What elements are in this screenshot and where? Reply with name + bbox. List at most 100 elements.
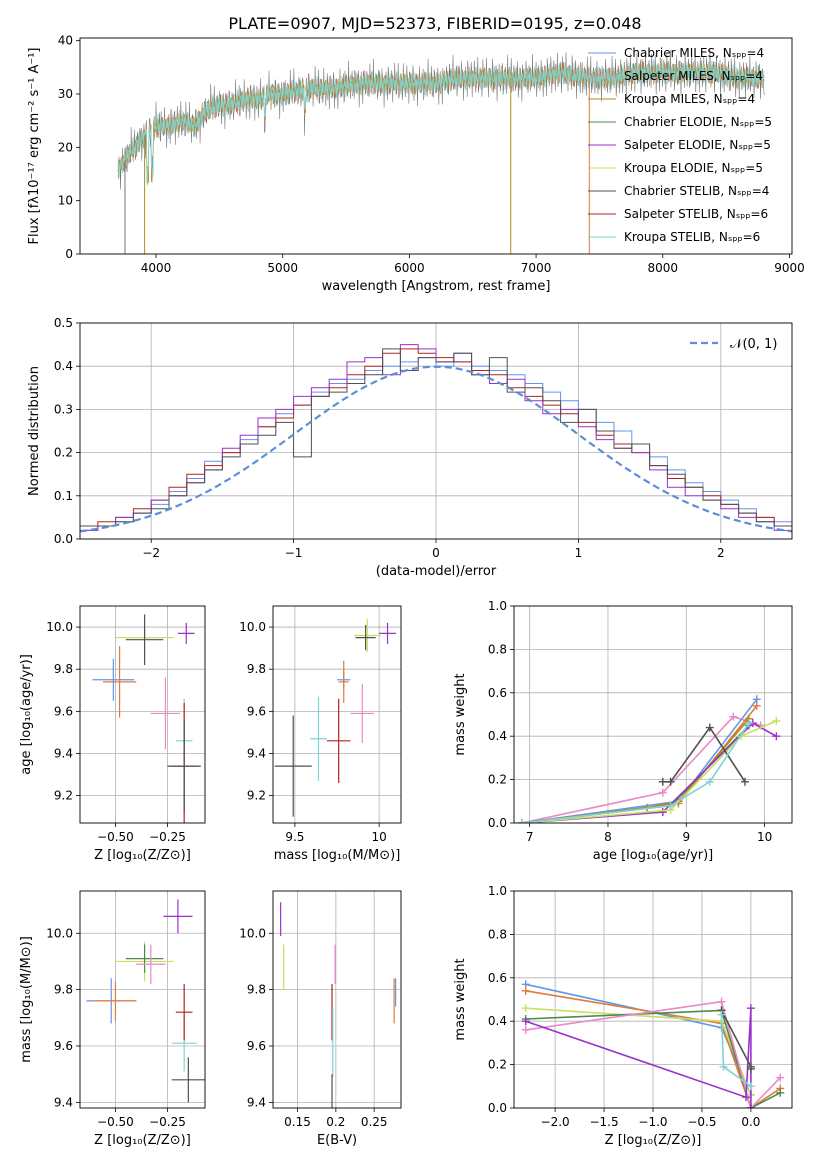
legend-label: Chabrier STELIB, Nₛₚₚ=4 <box>624 184 769 198</box>
y-tick-label: 0.0 <box>488 816 507 830</box>
normal-curve <box>80 365 792 533</box>
y-tick-label: 0.6 <box>488 971 507 985</box>
errorbar-point <box>274 715 312 817</box>
x-tick-label: 6000 <box>394 261 425 275</box>
chart-marks <box>517 695 781 823</box>
x-tick-label: 8000 <box>648 261 679 275</box>
x-tick-label: −1.5 <box>589 1115 618 1129</box>
axes-frame <box>513 605 793 824</box>
errorbar-point <box>177 622 195 644</box>
x-tick-label: 9000 <box>774 261 805 275</box>
weight-point-marker <box>719 1062 728 1071</box>
errorbar-point <box>167 719 201 813</box>
weight-point-marker <box>521 986 530 995</box>
errorbar-point <box>338 660 349 703</box>
axes-frame <box>79 890 206 1109</box>
errorbar-point <box>326 698 351 783</box>
weight-point-marker <box>746 1064 755 1073</box>
y-tick-label: 0.1 <box>54 489 73 503</box>
weight-point-marker <box>752 701 761 710</box>
y-tick-label: 0.6 <box>488 686 507 700</box>
chart-marks <box>280 902 397 1108</box>
weight-point-marker <box>729 712 738 721</box>
y-tick-label: 0.5 <box>54 316 73 330</box>
y-tick-label: 0.8 <box>488 927 507 941</box>
legend-label: Salpeter STELIB, Nₛₚₚ=6 <box>624 207 768 221</box>
x-tick-label: 9.5 <box>285 830 304 844</box>
spectrum-line <box>117 59 765 186</box>
axes-frame <box>79 322 793 540</box>
legend: Chabrier MILES, Nₛₚₚ=4 Salpeter MILES, Nₛ… <box>588 46 772 244</box>
chart-marks <box>86 899 205 1103</box>
x-axis-label: Z [log₁₀(Z/Z⊙)] <box>94 848 191 863</box>
axes-frame <box>513 890 793 1109</box>
y-tick-label: 0.2 <box>54 446 73 460</box>
errorbar-point <box>163 899 193 934</box>
errorbar-point <box>175 984 193 1041</box>
x-tick-label: 1 <box>575 546 583 560</box>
y-tick-label: 9.2 <box>54 789 73 803</box>
x-tick-label: 5000 <box>267 261 298 275</box>
chart-mass-vs-Z: −0.50 −0.25 9.4 9.6 9.8 10.0 Z [log₁₀(Z/Z⊙)] ma… <box>19 890 206 1148</box>
chart-marks <box>521 980 785 1108</box>
errorbar-point <box>102 646 137 718</box>
weight-point-marker <box>521 1025 530 1034</box>
weight-point-marker <box>517 819 526 823</box>
legend-label: 𝒩(0, 1) <box>730 337 777 352</box>
weight-series-line <box>525 1009 781 1108</box>
y-tick-label: 9.4 <box>54 746 73 760</box>
weight-point-marker <box>741 1093 750 1102</box>
y-tick-label: 0.0 <box>54 532 73 546</box>
weight-point-marker <box>746 1082 755 1091</box>
legend-label: Salpeter MILES, Nₛₚₚ=4 <box>624 69 763 83</box>
legend-label: Kroupa MILES, Nₛₚₚ=4 <box>624 92 755 106</box>
weight-point-marker <box>658 788 667 797</box>
weight-point-marker <box>776 1088 785 1097</box>
x-tick-label: 10 <box>371 830 386 844</box>
y-axis-label: age [log₁₀(age/yr)] <box>19 654 34 775</box>
x-tick-label: −2.0 <box>541 1115 570 1129</box>
x-tick-label: −1.0 <box>638 1115 667 1129</box>
y-tick-label: 9.2 <box>247 789 266 803</box>
errorbar-point <box>171 1057 205 1103</box>
y-tick-label: 0.2 <box>488 773 507 787</box>
weight-point-marker <box>705 723 714 732</box>
x-tick-label: 4000 <box>141 261 172 275</box>
weight-point-marker <box>746 1104 755 1108</box>
errorbar-point <box>353 618 381 653</box>
x-tick-label: 0.2 <box>326 1115 345 1129</box>
axes-frame <box>79 605 206 824</box>
weight-series-line <box>525 990 781 1108</box>
x-tick-label: −0.25 <box>149 1115 186 1129</box>
x-tick-label: 0.15 <box>284 1115 311 1129</box>
y-tick-label: 0.2 <box>488 1058 507 1072</box>
errorbar-point <box>350 683 375 743</box>
errorbar-point <box>310 696 327 781</box>
x-tick-label: −0.50 <box>97 830 134 844</box>
y-tick-label: 9.4 <box>247 1095 266 1109</box>
histogram-series <box>80 348 792 531</box>
histogram-series <box>80 344 792 531</box>
axes-frame <box>272 890 402 1109</box>
legend-label: Chabrier MILES, Nₛₚₚ=4 <box>624 46 764 60</box>
x-tick-label: 7000 <box>521 261 552 275</box>
y-tick-label: 10 <box>58 194 73 208</box>
chart-marks <box>117 50 765 254</box>
y-tick-label: 9.4 <box>247 746 266 760</box>
y-tick-label: 1.0 <box>488 599 507 613</box>
chart-spectrum: 4000 5000 6000 7000 8000 9000 0 10 20 30 40 wavelen… <box>27 34 805 294</box>
figure-title: PLATE=0907, MJD=52373, FIBERID=0195, z=0… <box>228 14 641 33</box>
y-tick-label: 0 <box>65 247 73 261</box>
y-tick-label: 40 <box>58 34 73 48</box>
x-tick-label: −0.50 <box>97 1115 134 1129</box>
weight-series-line <box>521 698 758 823</box>
chart-mass-vs-ebv: 0.15 0.2 0.25 9.4 9.6 9.8 10.0 E(B-V) <box>239 890 402 1148</box>
chart-weight-vs-age: 7 8 9 10 0.0 0.2 0.4 0.6 0.8 1.0 age [log₁₀(age/yr… <box>453 599 793 863</box>
weight-point-marker <box>521 1004 530 1013</box>
x-axis-label: age [log₁₀(age/yr)] <box>593 848 714 863</box>
y-axis-label: Flux [fλ10⁻¹⁷ erg cm⁻² s⁻¹ A⁻¹] <box>27 48 42 245</box>
y-tick-label: 1.0 <box>488 884 507 898</box>
legend-label: Kroupa STELIB, Nₛₚₚ=6 <box>624 230 760 244</box>
chart-age-vs-mass: 9.5 10 9.2 9.4 9.6 9.8 10.0 mass [log₁₀(M/M⊙)] <box>239 605 402 863</box>
